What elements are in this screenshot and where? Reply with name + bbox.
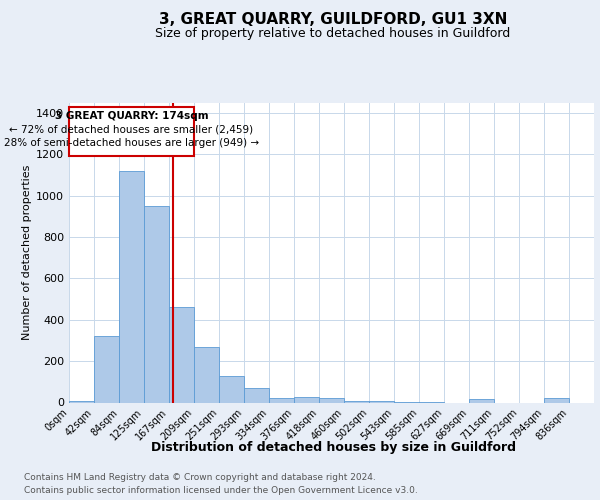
Bar [169, 308, 194, 402]
Y-axis label: Number of detached properties: Number of detached properties [22, 165, 32, 340]
Bar [319, 398, 344, 402]
Text: ← 72% of detached houses are smaller (2,459): ← 72% of detached houses are smaller (2,… [10, 124, 254, 134]
Bar [119, 171, 144, 402]
Text: Contains HM Land Registry data © Crown copyright and database right 2024.: Contains HM Land Registry data © Crown c… [24, 472, 376, 482]
Text: 3, GREAT QUARRY, GUILDFORD, GU1 3XN: 3, GREAT QUARRY, GUILDFORD, GU1 3XN [159, 12, 507, 28]
Bar [194, 346, 219, 403]
Bar [469, 400, 494, 402]
Text: Size of property relative to detached houses in Guildford: Size of property relative to detached ho… [155, 28, 511, 40]
Bar [269, 398, 294, 402]
Text: 3 GREAT QUARRY: 174sqm: 3 GREAT QUARRY: 174sqm [55, 111, 208, 121]
Bar [144, 206, 169, 402]
Text: 28% of semi-detached houses are larger (949) →: 28% of semi-detached houses are larger (… [4, 138, 259, 148]
Bar [244, 388, 269, 402]
Bar [544, 398, 569, 402]
Text: Contains public sector information licensed under the Open Government Licence v3: Contains public sector information licen… [24, 486, 418, 495]
Bar [94, 336, 119, 402]
Bar [294, 398, 319, 402]
Bar [219, 376, 244, 402]
Text: Distribution of detached houses by size in Guildford: Distribution of detached houses by size … [151, 441, 515, 454]
FancyBboxPatch shape [69, 107, 194, 156]
